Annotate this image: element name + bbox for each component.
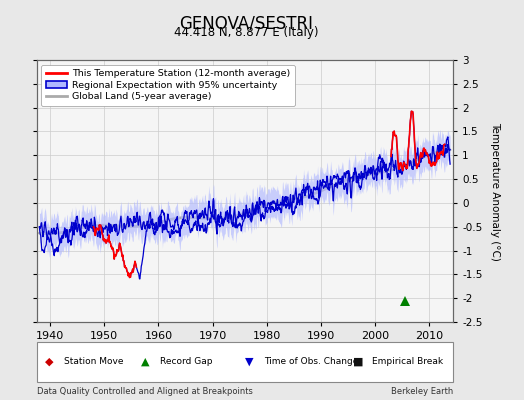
- Text: Record Gap: Record Gap: [160, 358, 212, 366]
- Text: ◆: ◆: [45, 357, 53, 367]
- Text: ▼: ▼: [245, 357, 254, 367]
- Legend: This Temperature Station (12-month average), Regional Expectation with 95% uncer: This Temperature Station (12-month avera…: [41, 65, 294, 106]
- Y-axis label: Temperature Anomaly (°C): Temperature Anomaly (°C): [489, 122, 499, 260]
- Text: GENOVA/SESTRI: GENOVA/SESTRI: [179, 14, 313, 32]
- Text: Empirical Break: Empirical Break: [372, 358, 443, 366]
- Text: Data Quality Controlled and Aligned at Breakpoints: Data Quality Controlled and Aligned at B…: [37, 387, 253, 396]
- Text: 44.418 N, 8.877 E (Italy): 44.418 N, 8.877 E (Italy): [174, 26, 319, 39]
- Text: Time of Obs. Change: Time of Obs. Change: [264, 358, 358, 366]
- Text: Berkeley Earth: Berkeley Earth: [391, 387, 453, 396]
- Text: ■: ■: [353, 357, 364, 367]
- Text: ▲: ▲: [141, 357, 149, 367]
- Text: Station Move: Station Move: [64, 358, 123, 366]
